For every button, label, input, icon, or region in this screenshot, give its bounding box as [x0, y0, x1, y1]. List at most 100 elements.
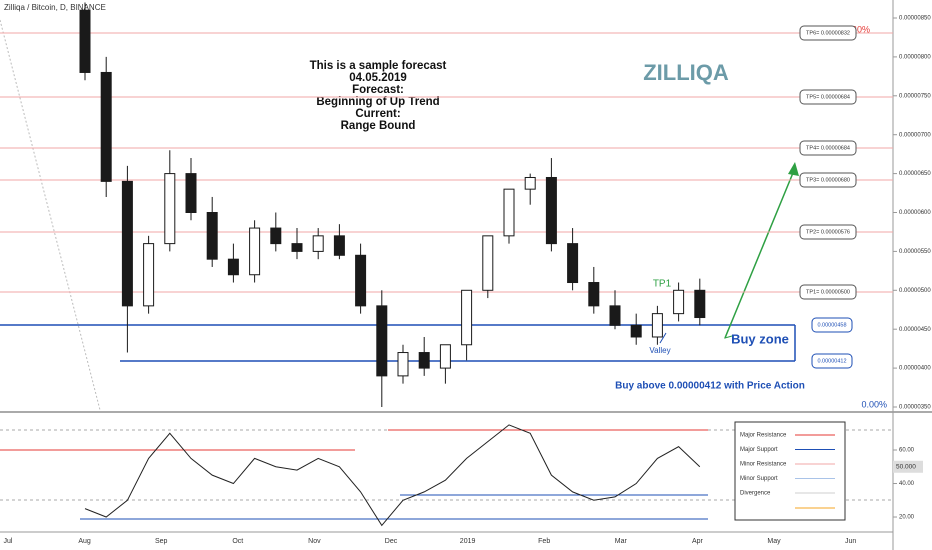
last-value-box [893, 460, 923, 473]
candle-body [567, 243, 579, 284]
candle-body [482, 235, 494, 291]
legend-label: Major Support [740, 447, 778, 453]
y-tick-label: 0.00000600 [899, 210, 931, 216]
legend-label: Divergence [740, 491, 771, 497]
x-tick-label: Dec [385, 538, 398, 545]
y-tick-label: 40.00 [899, 481, 915, 487]
fib-bottom: 0.00% [861, 399, 887, 409]
x-tick-label: Mar [615, 538, 628, 545]
target-label: TP4= 0.00000684 [806, 145, 850, 151]
x-tick-label: Apr [692, 538, 704, 545]
target-box [799, 89, 857, 105]
target-label: TP5= 0.00000684 [806, 94, 850, 100]
forecast-arrow [724, 167, 796, 339]
candle-body [249, 227, 261, 276]
candle-body [227, 258, 239, 276]
x-tick-label: Nov [308, 538, 321, 545]
brand: ZILLIQA [643, 60, 729, 85]
x-tick-label: May [767, 538, 781, 545]
forecast-text: Forecast: [352, 84, 404, 96]
rsi-line [84, 424, 701, 527]
candle-body [588, 282, 600, 307]
x-tick-label: Sep [155, 538, 168, 545]
last-value: 50.000 [896, 463, 916, 470]
y-tick-label: 60.00 [899, 448, 915, 454]
candle-body [397, 352, 409, 377]
candle-body [206, 212, 218, 260]
forecast-text: Current: [355, 108, 400, 120]
arrow-tail [724, 329, 733, 339]
target-box [799, 140, 857, 156]
zone-value: 0.00000458 [817, 322, 846, 328]
candle-body [312, 235, 324, 252]
tp1-label: TP1 [653, 279, 672, 290]
valley-label: Valley [649, 346, 670, 355]
trend-line [0, 19, 101, 411]
candle-body [630, 324, 642, 338]
target-box [799, 172, 857, 188]
forecast-text: 04.05.2019 [349, 72, 407, 84]
y-tick-label: 0.00000650 [899, 171, 931, 177]
valley-arrow [659, 332, 667, 344]
y-tick-label: 0.00000700 [899, 132, 931, 138]
candle-body [609, 305, 621, 326]
y-tick-label: 0.00000450 [899, 327, 931, 333]
y-tick-label: 0.00000800 [899, 54, 931, 60]
candle-body [418, 352, 430, 369]
y-tick-label: 0.00000500 [899, 288, 931, 294]
legend-label: Minor Support [740, 476, 778, 482]
target-box [799, 284, 857, 300]
buy-note: Buy above 0.00000412 with Price Action [615, 381, 805, 392]
candle-body [291, 243, 303, 252]
candle-body [673, 289, 685, 315]
legend-label: Minor Resistance [740, 462, 787, 468]
target-label: TP1= 0.00000500 [806, 289, 850, 295]
y-tick-label: 0.00000400 [899, 366, 931, 372]
candle-body [461, 289, 473, 346]
legend-box [734, 421, 846, 521]
forecast-text: This is a sample forecast [310, 60, 447, 72]
forecast-text: Range Bound [341, 120, 416, 132]
symbol: Zilliqa / Bitcoin, D, BINANCE [4, 3, 106, 12]
candle-body [121, 180, 133, 307]
y-tick-label: 0.00000350 [899, 405, 931, 411]
target-label: TP6= 0.00000832 [806, 30, 850, 36]
candle-body [545, 176, 557, 245]
candle-body [694, 289, 706, 319]
y-tick-label: 0.00000850 [899, 16, 931, 22]
candle-body [524, 176, 536, 190]
zone-box [811, 353, 853, 369]
target-box [799, 224, 857, 240]
arrow-head [788, 162, 799, 176]
candle-body [164, 173, 176, 245]
candle-body [376, 305, 388, 377]
legend-label: Major Resistance [740, 433, 787, 439]
buy-zone-label: Buy zone [731, 331, 789, 346]
x-tick-label: Jul [4, 538, 13, 545]
candle-body [79, 9, 91, 73]
y-tick-label: 0.00000550 [899, 249, 931, 255]
y-tick-label: 20.00 [899, 515, 915, 521]
candle-body [355, 254, 367, 307]
forecast-text: Beginning of Up Trend [316, 96, 439, 108]
candle-body [100, 71, 112, 182]
candle-body [185, 173, 197, 214]
target-box [799, 25, 857, 41]
y-tick-label: 0.00000750 [899, 93, 931, 99]
x-tick-label: Jun [845, 538, 856, 545]
zone-value: 0.00000412 [817, 358, 846, 364]
candle-body [651, 313, 663, 338]
zone-box [811, 317, 853, 333]
x-tick-label: Aug [78, 538, 91, 545]
target-label: TP3= 0.00000680 [806, 177, 850, 183]
candle-body [143, 243, 155, 307]
candle-body [503, 188, 515, 237]
x-tick-label: Feb [538, 538, 550, 545]
candle-body [333, 235, 345, 256]
x-tick-label: Oct [232, 538, 243, 545]
target-label: TP2= 0.00000576 [806, 229, 850, 235]
x-tick-label: 2019 [460, 538, 476, 545]
candle-body [439, 344, 451, 369]
